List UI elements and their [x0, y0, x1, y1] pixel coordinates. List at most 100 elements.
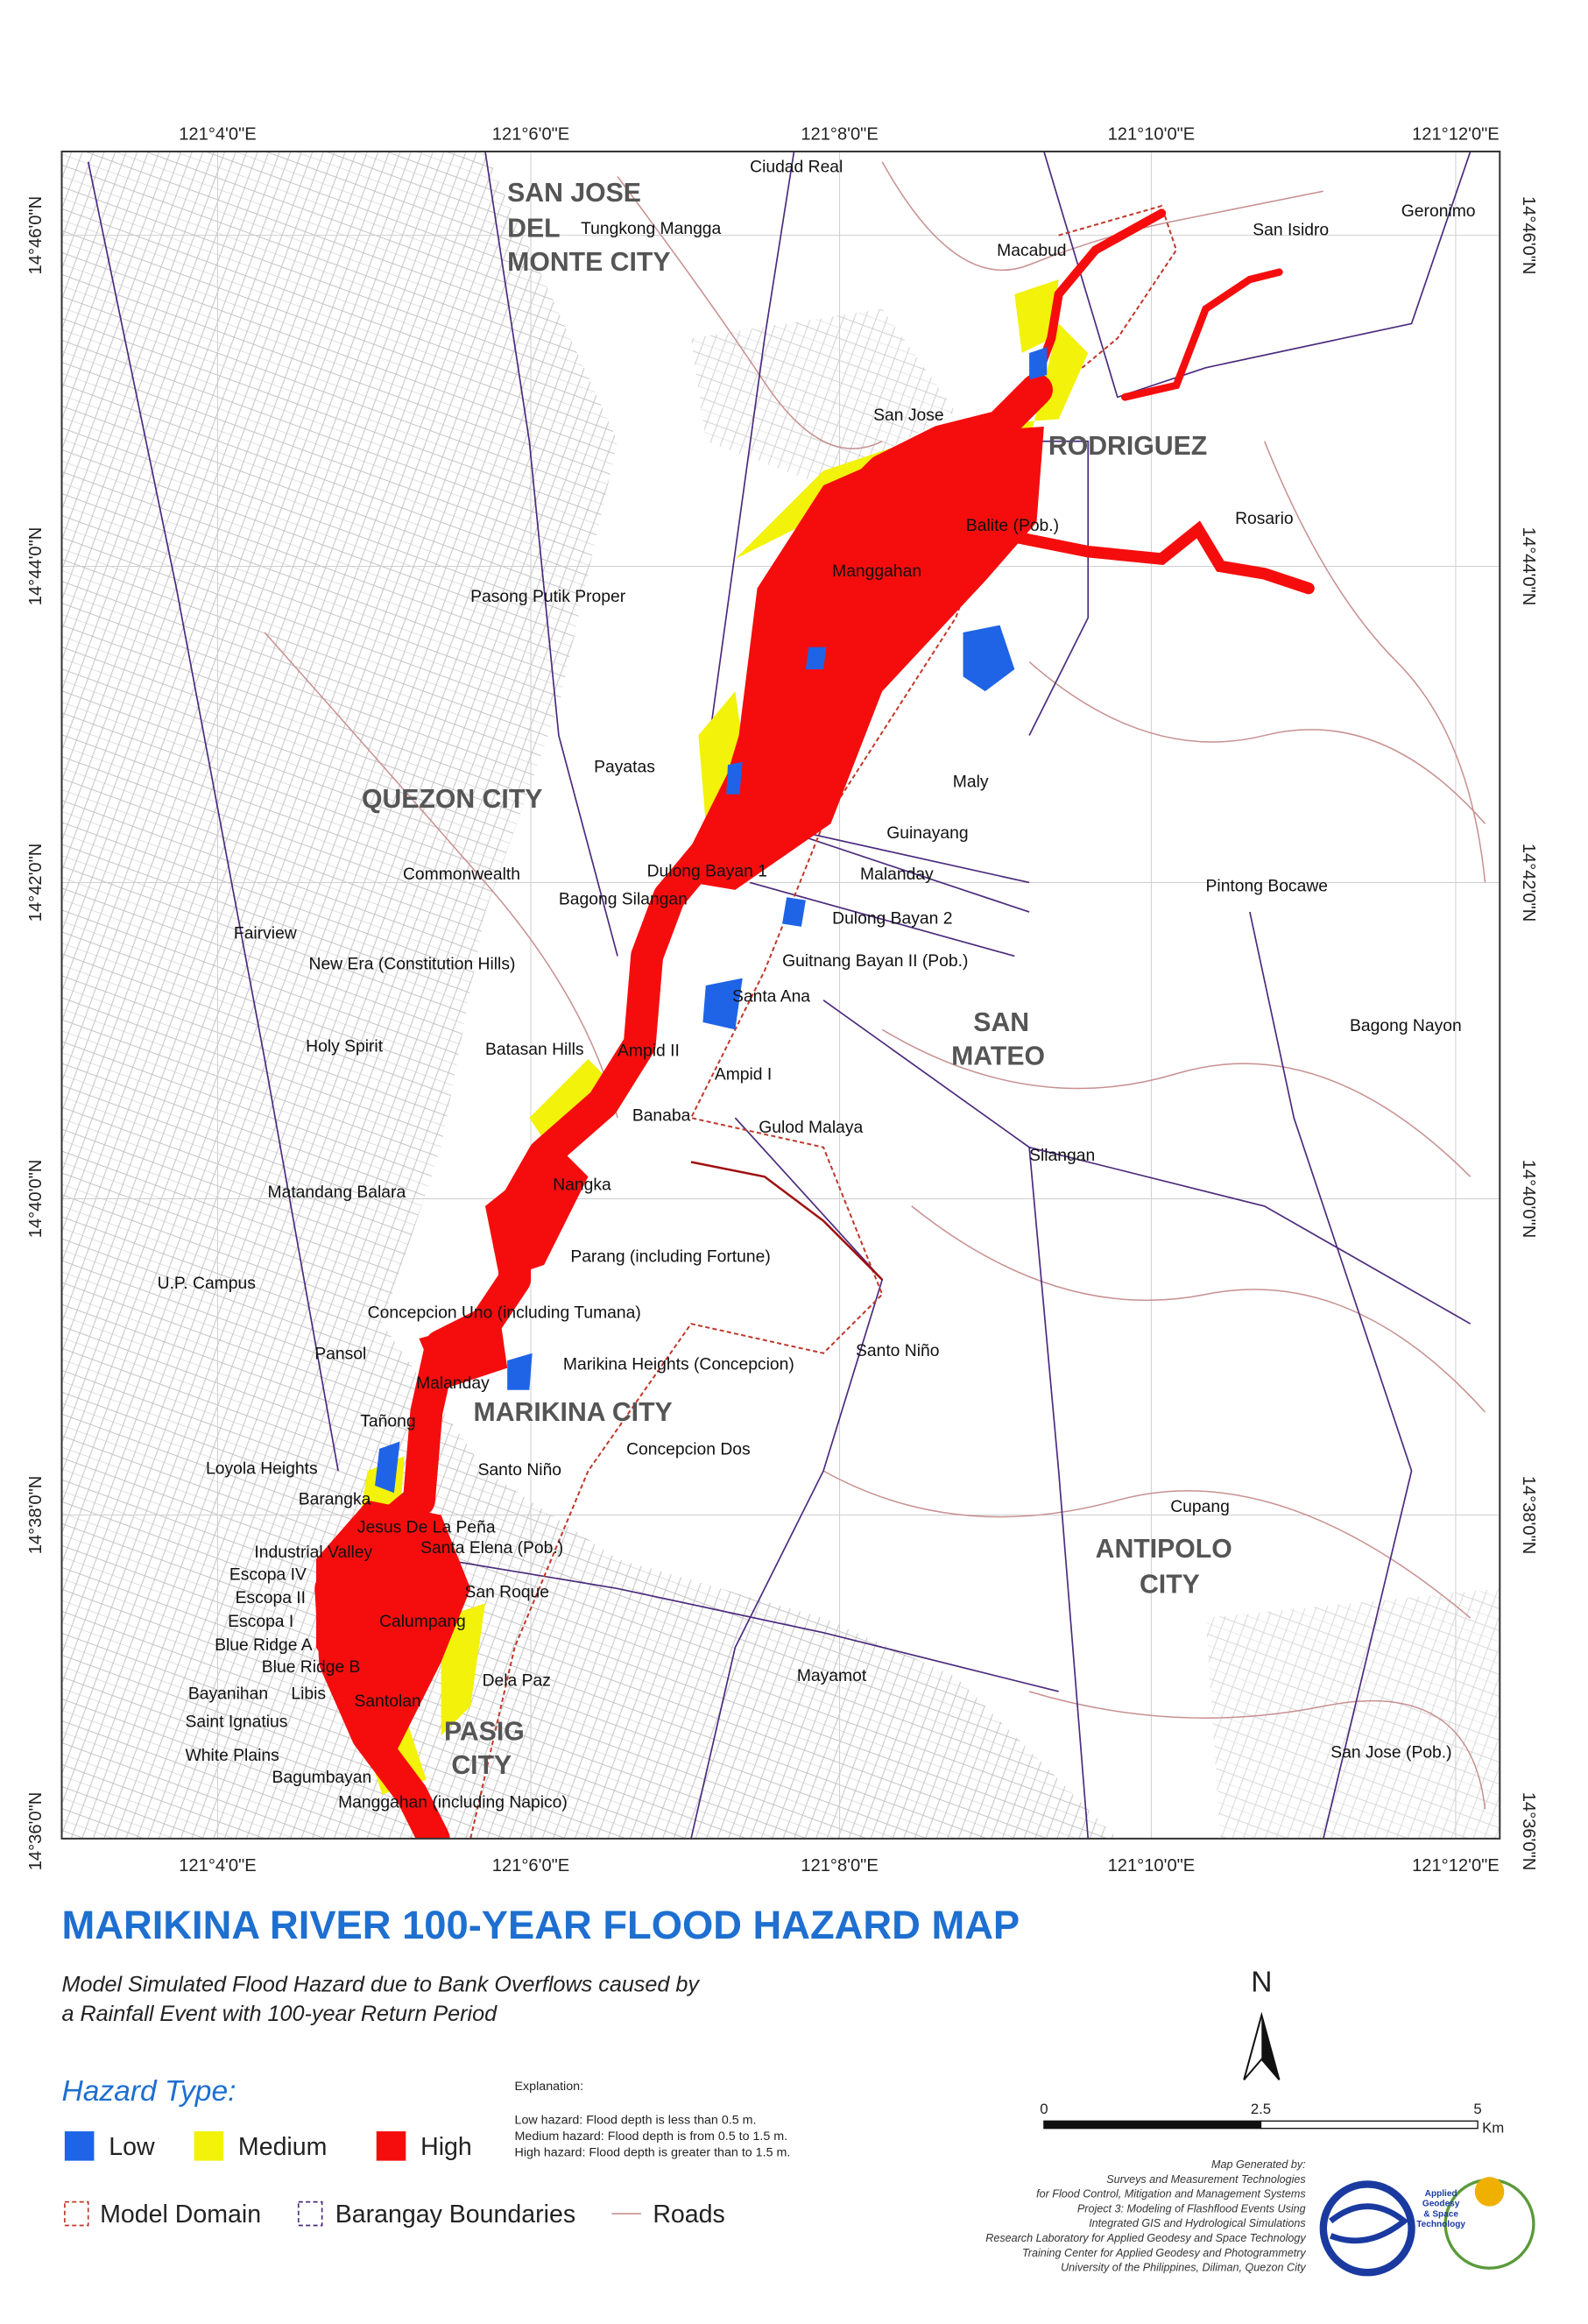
latitude-label: 14°40'0"N: [1519, 1160, 1538, 1239]
place-label: Maly: [953, 773, 989, 791]
place-label: Jesus De La Peña: [357, 1519, 496, 1537]
district-label: QUEZON CITY: [362, 785, 542, 814]
place-label: Dulong Bayan 1: [647, 863, 767, 881]
district-label: MATEO: [951, 1042, 1045, 1071]
district-label: DEL: [507, 214, 560, 243]
place-label: Batasan Hills: [485, 1041, 584, 1059]
place-label: Gulod Malaya: [759, 1119, 863, 1137]
hazard-swatch: [194, 2131, 224, 2161]
place-label: Pintong Bocawe: [1206, 878, 1328, 896]
place-label: Holy Spirit: [306, 1038, 384, 1056]
place-label: Concepcion Dos: [626, 1441, 751, 1459]
place-label: Fairview: [234, 924, 297, 943]
place-label: Malanday: [416, 1374, 490, 1393]
latitude-label: 14°36'0"N: [1519, 1792, 1538, 1871]
place-label: Cupang: [1170, 1498, 1230, 1516]
hazard-label: Medium: [238, 2133, 327, 2161]
place-label: Malanday: [860, 865, 934, 884]
boundary-label: Model Domain: [100, 2200, 261, 2229]
place-label: Payatas: [594, 759, 655, 777]
place-label: Libis: [291, 1685, 326, 1703]
place-label: Macabud: [997, 242, 1066, 260]
scale-label: 2.5: [1251, 2101, 1271, 2117]
logo: [1319, 2180, 1415, 2277]
scale-segment: [1043, 2120, 1262, 2130]
roads: [264, 161, 1486, 1810]
longitude-label: 121°6'0"E: [492, 125, 569, 145]
longitude-label: 121°8'0"E: [801, 1856, 878, 1875]
place-label: Santo Niño: [478, 1461, 561, 1480]
boundary-label: Barangay Boundaries: [335, 2200, 575, 2229]
latitude-label: 14°36'0"N: [26, 1792, 46, 1871]
hazard-swatch: [376, 2131, 406, 2161]
map-frame: [60, 150, 1501, 1840]
place-label: San Roque: [464, 1584, 549, 1602]
place-label: Pansol: [314, 1345, 366, 1363]
place-label: Marikina Heights (Concepcion): [563, 1355, 794, 1374]
place-label: Saint Ignatius: [186, 1713, 288, 1731]
place-label: Blue Ridge B: [262, 1658, 361, 1677]
urban-area: [61, 151, 1118, 1839]
high-hazard-area: [315, 426, 1044, 1765]
latitude-label: 14°44'0"N: [26, 527, 46, 606]
scale-label: 5: [1473, 2101, 1481, 2117]
model-domain: [469, 204, 1178, 1839]
place-label: Bagong Silangan: [559, 891, 688, 909]
legend-heading: Hazard Type:: [62, 2075, 236, 2108]
scale-segment: [1260, 2120, 1479, 2130]
place-label: Bagumbayan: [272, 1769, 372, 1787]
hazard-label: High: [420, 2133, 472, 2161]
district-label: SAN: [973, 1008, 1029, 1037]
place-label: Rosario: [1235, 510, 1293, 528]
latitude-label: 14°46'0"N: [26, 196, 46, 275]
credit-line: University of the Philippines, Diliman, …: [1061, 2262, 1306, 2274]
place-label: Ampid I: [715, 1065, 772, 1084]
place-label: Santolan: [355, 1692, 421, 1711]
place-label: Tañong: [360, 1413, 415, 1431]
district-label: CITY: [451, 1751, 512, 1780]
logo-mark: [1329, 2203, 1409, 2244]
district-label: SAN JOSE: [507, 179, 641, 208]
place-label: U.P. Campus: [158, 1275, 256, 1293]
place-label: Mayamot: [797, 1667, 867, 1685]
barangay-boundaries: [87, 151, 1472, 1839]
place-label: Parang (including Fortune): [570, 1248, 770, 1267]
urban-area: [690, 308, 956, 486]
map-title: MARIKINA RIVER 100-YEAR FLOOD HAZARD MAP: [62, 1903, 1020, 1947]
hazard-label: Low: [109, 2133, 155, 2161]
place-label: Concepcion Uno (including Tumana): [368, 1303, 641, 1322]
place-label: Guinayang: [886, 824, 968, 843]
place-label: Geronimo: [1401, 202, 1476, 221]
logo-text: Applied: [1425, 2189, 1457, 2199]
place-labels: Ciudad Real SAN JOSE DEL MONTE CITY Tungkong…: [158, 158, 1476, 1812]
logo-text: & Space: [1423, 2209, 1458, 2219]
latitude-label: 14°38'0"N: [26, 1476, 46, 1555]
district-label: PASIG: [444, 1717, 525, 1746]
place-label: Manggahan (including Napico): [338, 1794, 568, 1812]
place-label: Commonwealth: [403, 865, 520, 884]
place-label: San Jose (Pob.): [1330, 1744, 1451, 1762]
place-label: Dela Paz: [483, 1671, 551, 1690]
place-label: San Jose: [873, 406, 943, 425]
place-label: Industrial Valley: [254, 1543, 372, 1562]
credit-line: Training Center for Applied Geodesy and …: [1022, 2247, 1306, 2259]
longitude-label: 121°12'0"E: [1412, 1856, 1500, 1875]
longitude-label: 121°10'0"E: [1108, 125, 1196, 145]
longitude-label: 121°8'0"E: [801, 125, 878, 145]
longitude-label: 121°4'0"E: [179, 125, 256, 145]
explanation-line: High hazard: Flood depth is greater than…: [515, 2146, 791, 2160]
place-label: Dulong Bayan 2: [832, 909, 952, 928]
logo-text: Geodesy: [1422, 2200, 1460, 2209]
place-label: Escopa II: [236, 1589, 306, 1607]
logo-sun: [1474, 2177, 1505, 2207]
latitude-label: 14°38'0"N: [1519, 1476, 1538, 1555]
credit-line: Map Generated by:: [1211, 2158, 1306, 2171]
map-body: Ciudad Real SAN JOSE DEL MONTE CITY Tungkong…: [61, 151, 1500, 1839]
explanation-line: Low hazard: Flood depth is less than 0.5…: [515, 2114, 757, 2128]
place-label: Escopa I: [228, 1613, 293, 1631]
district-label: ANTIPOLO: [1096, 1535, 1232, 1564]
district-label: CITY: [1140, 1570, 1200, 1599]
latitude-label: 14°42'0"N: [26, 844, 46, 922]
